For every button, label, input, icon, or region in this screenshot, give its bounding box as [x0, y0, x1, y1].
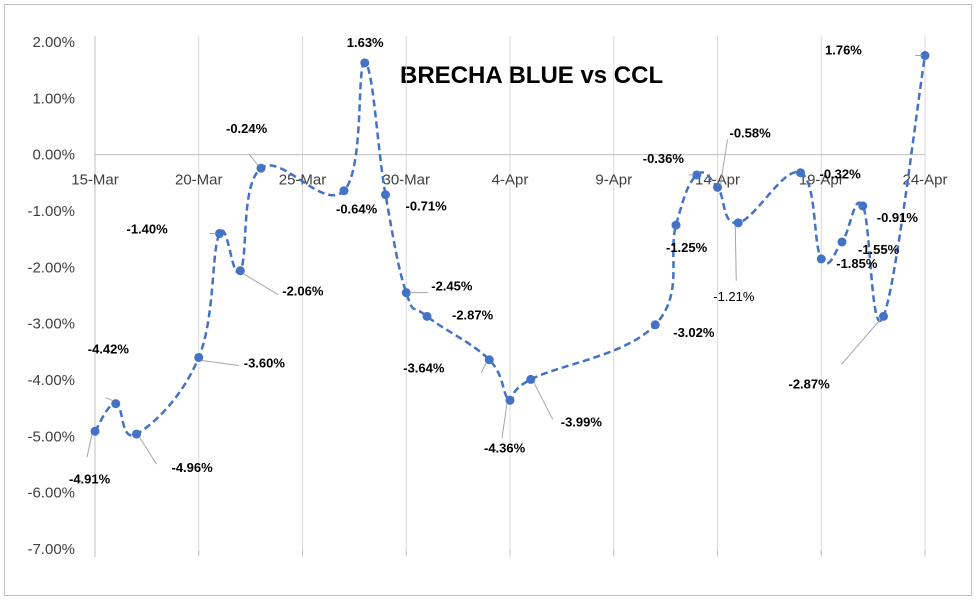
data-point	[194, 352, 204, 362]
x-tick-label: 24-Apr	[902, 172, 947, 189]
y-tick-label: -1.00%	[27, 203, 75, 220]
data-point	[90, 426, 100, 436]
data-point	[484, 355, 494, 365]
data-label: -1.25%	[666, 240, 708, 255]
data-label: -2.45%	[431, 279, 473, 294]
data-label: -0.58%	[730, 125, 772, 140]
data-point	[401, 288, 411, 298]
data-label: -0.64%	[336, 202, 378, 217]
data-label: -1.21%	[713, 289, 755, 304]
label-leader-line	[201, 359, 239, 366]
data-point	[256, 163, 266, 173]
chart-frame: BRECHA BLUE vs CCL 2.00% 1.00% 0.00% -1.00%…	[4, 4, 972, 596]
data-label: -3.02%	[673, 325, 715, 340]
y-tick-label: -5.00%	[27, 428, 75, 445]
data-point	[111, 399, 121, 409]
y-tick-label: -7.00%	[27, 541, 75, 558]
data-label: -0.91%	[877, 210, 919, 225]
data-point	[920, 51, 930, 61]
data-label: -0.24%	[226, 121, 268, 136]
chart-title: BRECHA BLUE vs CCL	[400, 62, 663, 89]
data-point	[526, 374, 536, 384]
label-leader-line	[242, 273, 279, 296]
data-point	[650, 320, 660, 330]
data-point	[858, 201, 868, 211]
data-label: -1.55%	[858, 242, 900, 257]
data-point	[816, 254, 826, 264]
label-leader-line	[139, 436, 157, 465]
data-point	[692, 170, 702, 180]
data-point	[713, 182, 722, 192]
data-label: -0.32%	[820, 167, 862, 182]
label-leader-line	[533, 382, 554, 420]
data-point	[360, 58, 370, 68]
data-point	[505, 395, 515, 405]
data-point	[796, 168, 805, 178]
line-chart: BRECHA BLUE vs CCL 2.00% 1.00% 0.00% -1.00%…	[27, 34, 947, 558]
data-point	[422, 311, 432, 321]
label-leader-line	[105, 397, 113, 402]
x-tick-label: 14-Apr	[695, 172, 740, 189]
label-leader-line	[841, 319, 881, 365]
label-leader-line	[734, 225, 737, 281]
data-label: -1.85%	[836, 256, 878, 271]
data-point	[339, 186, 349, 196]
y-tick-label: -6.00%	[27, 485, 75, 502]
label-leader-line	[248, 153, 259, 166]
data-label: -0.36%	[643, 151, 685, 166]
data-point	[132, 429, 141, 439]
y-tick-label: 2.00%	[32, 34, 75, 51]
data-label: 1.63%	[347, 35, 384, 50]
series-line	[93, 55, 927, 437]
x-tick-label: 15-Mar	[71, 172, 119, 189]
data-label: -2.87%	[789, 376, 831, 391]
data-label: -0.71%	[406, 199, 448, 214]
label-leader-line	[480, 362, 487, 373]
data-label: -2.06%	[282, 284, 324, 299]
label-leader-line	[720, 139, 728, 185]
data-label: -4.91%	[69, 471, 111, 486]
x-tick-label: 20-Mar	[175, 172, 223, 189]
data-point	[733, 218, 743, 228]
data-point	[837, 237, 847, 247]
data-label: -3.99%	[561, 414, 603, 429]
data-label: -2.87%	[452, 307, 494, 322]
x-tick-label: 9-Apr	[595, 172, 632, 189]
y-tick-label: 1.00%	[32, 90, 75, 107]
data-point	[671, 220, 681, 230]
data-point	[879, 311, 888, 321]
y-tick-label: -2.00%	[27, 259, 75, 276]
x-tick-label: 4-Apr	[492, 172, 529, 189]
data-point	[381, 190, 390, 200]
data-label: -3.60%	[244, 355, 286, 370]
data-label: -4.36%	[484, 440, 526, 455]
label-leader-line	[501, 403, 508, 439]
data-label: -4.42%	[88, 342, 130, 357]
y-tick-label: 0.00%	[32, 147, 75, 164]
data-point	[235, 266, 245, 276]
data-label: -4.96%	[172, 460, 214, 475]
y-tick-label: -4.00%	[27, 372, 75, 389]
x-tick-label: 30-Mar	[382, 172, 430, 189]
y-tick-label: -3.00%	[27, 316, 75, 333]
data-point	[215, 229, 224, 239]
data-label: 1.76%	[825, 43, 862, 58]
data-label: -1.40%	[127, 222, 169, 237]
data-label: -3.64%	[403, 361, 445, 376]
label-leader-line	[86, 434, 93, 458]
